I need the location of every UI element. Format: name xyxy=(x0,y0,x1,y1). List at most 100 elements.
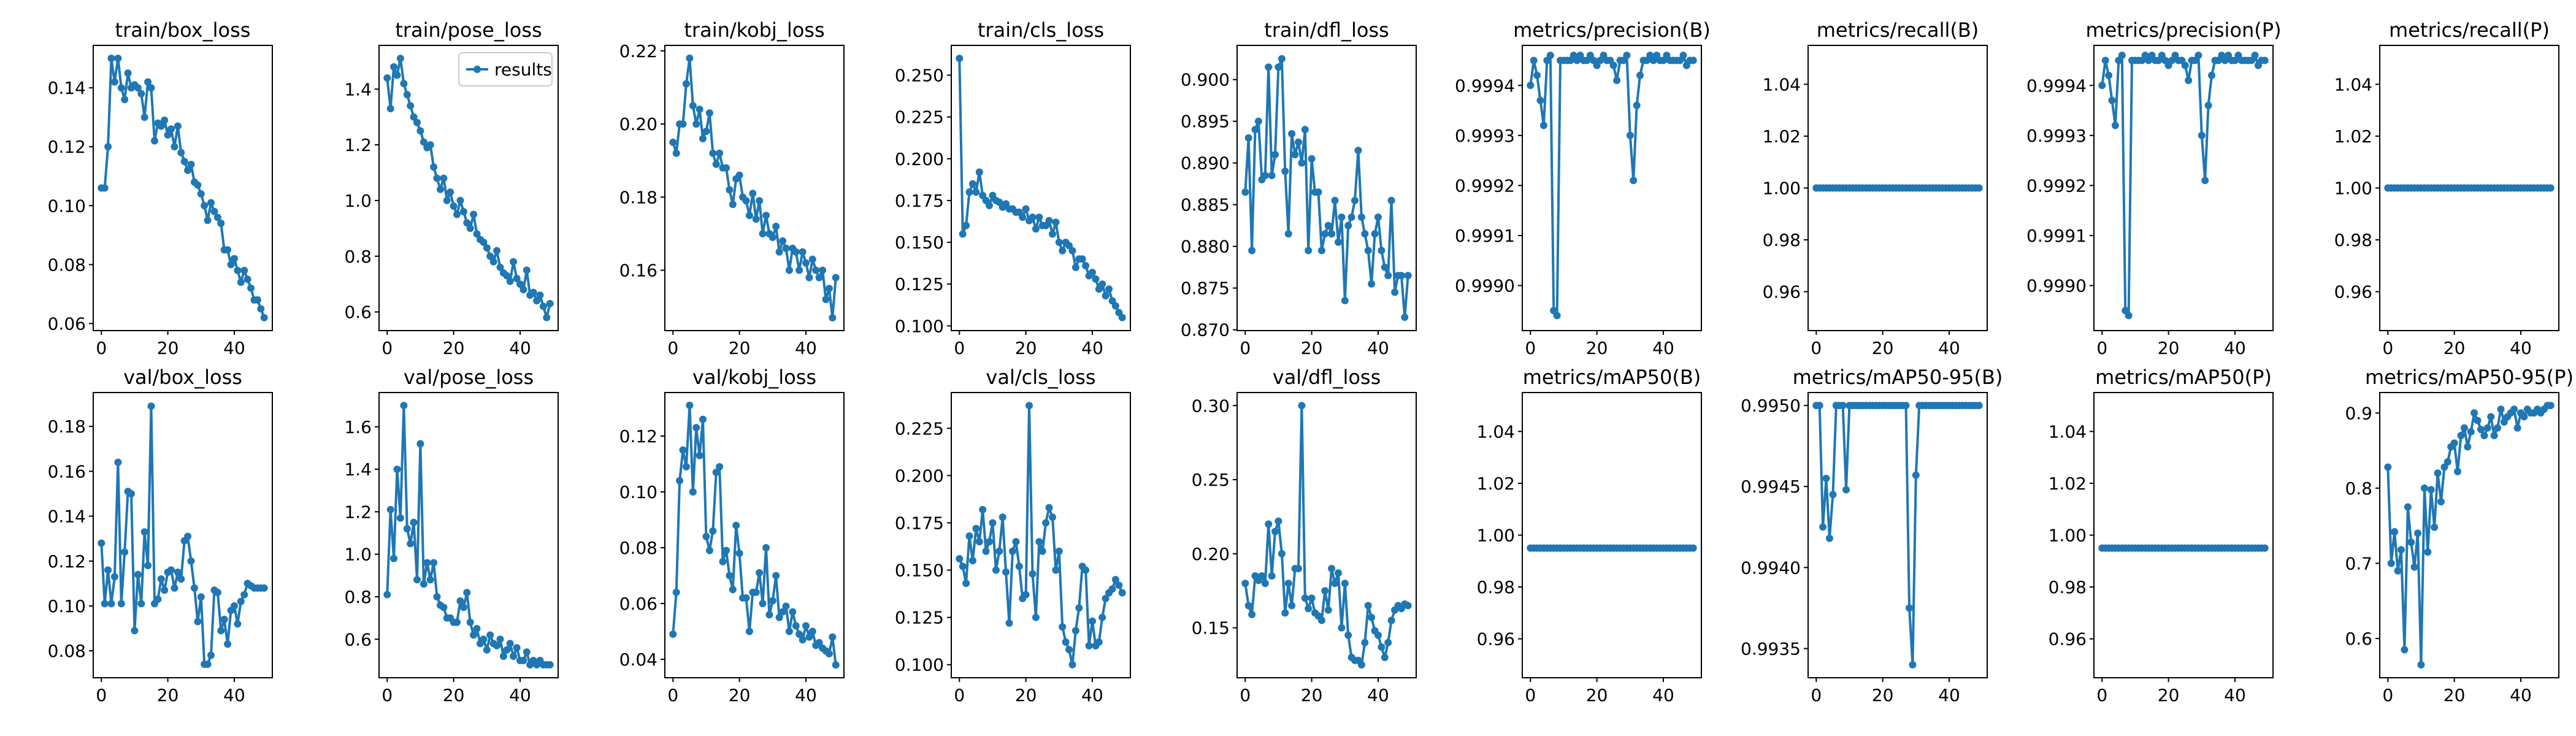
panel-12-ytick-label: 0.225 xyxy=(895,418,944,439)
panel-1-point xyxy=(519,286,527,294)
panel-9-point xyxy=(114,458,122,466)
panel-10-point xyxy=(523,648,531,656)
panel-7: metrics/precision(P) 0.9990 0.9991 0.9992 0.… xyxy=(2026,18,2282,358)
panel-2-point xyxy=(775,248,783,256)
panel-1-point xyxy=(416,127,424,135)
panel-15-frame xyxy=(1807,392,1988,678)
panel-11-point xyxy=(723,546,730,554)
panel-11-point xyxy=(825,650,833,657)
panel-10-series-line xyxy=(386,404,550,666)
panel-9-point xyxy=(174,569,182,576)
panel-0-point xyxy=(151,137,158,145)
panel-2-point xyxy=(752,215,760,223)
panel-0-point xyxy=(124,69,132,77)
panel-5-point xyxy=(1626,131,1634,139)
panel-17-point xyxy=(2434,469,2442,477)
panel-4-point xyxy=(1268,172,1276,180)
panel-4-ytick-label: 0.870 xyxy=(1181,320,1230,340)
panel-12-point xyxy=(1015,562,1023,570)
panel-11-point xyxy=(676,477,684,485)
panel-17-point xyxy=(2513,424,2521,432)
panel-3-ytick-label: 0.125 xyxy=(895,274,944,294)
panel-1-xtick-label: 20 xyxy=(443,338,465,358)
panel-5-point xyxy=(1539,121,1547,129)
panel-17-point xyxy=(2460,424,2468,432)
panel-8-ytick-label: 0.96 xyxy=(2334,282,2372,302)
panel-16-title: metrics/mAP50(P) xyxy=(2095,366,2272,389)
panel-16-ytick-label: 1.02 xyxy=(2049,473,2087,494)
panel-1-point xyxy=(410,113,418,121)
panel-0-point xyxy=(217,220,225,228)
panel-2-point xyxy=(723,164,730,172)
panel-13-point xyxy=(1275,517,1282,525)
panel-7-ytick-label: 0.9993 xyxy=(2026,126,2087,146)
panel-1-point xyxy=(400,80,408,88)
panel-14-ytick-label: 0.96 xyxy=(1477,629,1515,650)
panel-7-point xyxy=(2198,131,2206,139)
panel-12-point xyxy=(959,562,967,570)
panel-12-point xyxy=(1071,627,1079,635)
panel-11-point xyxy=(802,622,810,630)
panel-4-point xyxy=(1251,126,1259,134)
panel-0-point xyxy=(114,55,122,63)
panel-17-xtick-label: 40 xyxy=(2510,685,2532,705)
legend-label: results xyxy=(494,59,552,80)
panel-5-point xyxy=(1530,56,1538,64)
panel-10-point xyxy=(430,559,438,567)
panel-14: metrics/mAP50(B) 0.96 0.98 1.00 1.02 1.04 0 20 4… xyxy=(1477,366,1702,705)
panel-12-point xyxy=(1102,594,1110,602)
panel-2-point xyxy=(819,266,827,274)
panel-9-point xyxy=(161,586,169,594)
panel-5-point xyxy=(1533,71,1541,79)
panel-11-point xyxy=(769,597,776,605)
panel-3-point xyxy=(962,221,970,229)
panel-4-point xyxy=(1314,188,1322,196)
panel-2-point xyxy=(735,171,743,179)
panel-4-point xyxy=(1291,151,1299,159)
panel-1-point xyxy=(480,239,488,246)
panel-0-point xyxy=(180,158,188,166)
panel-12-point xyxy=(1115,581,1123,589)
panel-12-point xyxy=(1108,585,1116,593)
panel-9-point xyxy=(98,539,105,547)
panel-17-point xyxy=(2394,567,2402,575)
panel-12-point xyxy=(1005,619,1013,627)
panel-5-point xyxy=(1609,61,1617,69)
panel-2-point xyxy=(686,54,694,62)
panel-4-point xyxy=(1301,126,1309,134)
panel-13-point xyxy=(1387,616,1395,624)
panel-12-point xyxy=(1009,547,1016,555)
panel-4-point xyxy=(1381,263,1389,271)
panel-2-point xyxy=(729,201,737,209)
panel-4-point xyxy=(1298,159,1306,167)
panel-4-point xyxy=(1284,230,1292,238)
panel-11-point xyxy=(669,631,677,638)
panel-11-point xyxy=(716,463,724,470)
legend-box xyxy=(458,52,553,86)
panel-6-ytick-label: 1.02 xyxy=(1763,126,1801,147)
panel-1-ytick-label: 0.6 xyxy=(344,302,372,323)
panel-9-point xyxy=(231,602,238,610)
panel-9-point xyxy=(187,557,195,565)
panel-2-ytick-label: 0.22 xyxy=(619,41,657,61)
panel-5-point xyxy=(1633,101,1641,109)
panel-0-frame xyxy=(93,45,273,331)
panel-4-title: train/dfl_loss xyxy=(1264,18,1389,42)
panel-10-point xyxy=(453,618,461,626)
panel-1-point xyxy=(413,118,421,126)
panel-13-point xyxy=(1288,602,1296,610)
panel-7-ytick-label: 0.9990 xyxy=(2026,276,2087,296)
panel-11-point xyxy=(785,627,793,635)
panel-17-title: metrics/mAP50-95(P) xyxy=(2365,366,2574,389)
panel-1-point xyxy=(543,313,551,321)
panel-10-point xyxy=(486,631,494,639)
panel-13-point xyxy=(1321,587,1329,595)
panel-1-point xyxy=(393,71,401,79)
panel-0-ytick-label: 0.06 xyxy=(48,313,86,334)
panel-4-point xyxy=(1335,238,1342,246)
panel-2-point xyxy=(756,197,764,205)
panel-5-point xyxy=(1679,52,1687,59)
panel-12-point xyxy=(1002,568,1010,576)
panel-1-series-line xyxy=(386,57,551,319)
